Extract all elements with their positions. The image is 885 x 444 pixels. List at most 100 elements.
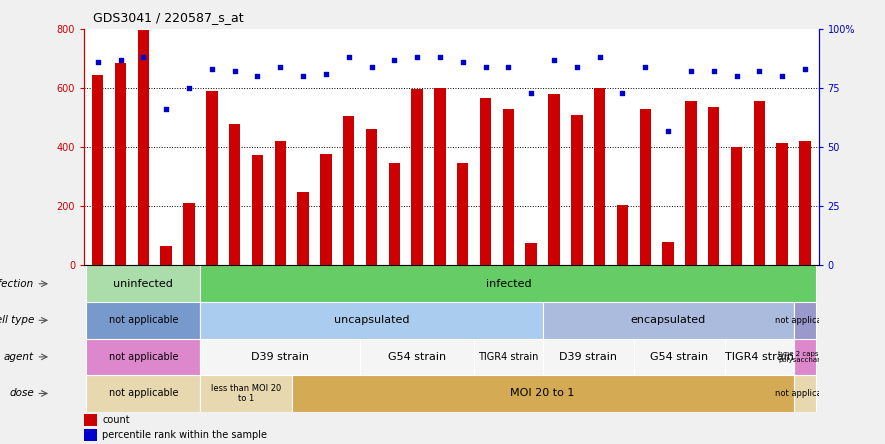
Point — [273, 63, 288, 70]
Bar — [549, 94, 559, 266]
Bar — [251, 155, 263, 266]
Bar — [343, 116, 354, 266]
Point — [433, 54, 447, 61]
Bar — [794, 375, 816, 412]
Text: percentile rank within the sample: percentile rank within the sample — [103, 430, 267, 440]
Point — [227, 68, 242, 75]
Text: dose: dose — [10, 388, 35, 398]
Text: less than MOI 20
to 1: less than MOI 20 to 1 — [211, 384, 281, 403]
Bar — [543, 339, 634, 375]
Bar — [200, 302, 543, 339]
Text: G54 strain: G54 strain — [650, 352, 709, 362]
Point — [388, 56, 402, 63]
Bar — [206, 91, 218, 266]
Text: not applicable: not applicable — [775, 316, 835, 325]
Bar — [115, 63, 127, 266]
Bar — [87, 375, 200, 412]
Text: type 2 capsular
polysaccharide: type 2 capsular polysaccharide — [778, 351, 832, 363]
Point — [684, 68, 698, 75]
Text: uninfected: uninfected — [113, 279, 173, 289]
Point — [250, 73, 265, 80]
Point — [456, 59, 470, 66]
Bar — [274, 141, 286, 266]
Bar — [435, 88, 446, 266]
Point — [570, 63, 584, 70]
Point — [798, 66, 812, 73]
Bar — [731, 147, 743, 266]
Point — [547, 56, 561, 63]
Bar — [708, 107, 720, 266]
Point — [204, 66, 219, 73]
Bar — [571, 115, 582, 266]
Text: not applicable: not applicable — [775, 389, 835, 398]
Bar — [457, 163, 468, 266]
Text: GDS3041 / 220587_s_at: GDS3041 / 220587_s_at — [93, 12, 243, 24]
Bar — [776, 143, 788, 266]
Bar — [84, 429, 97, 441]
Point — [342, 54, 356, 61]
Bar — [389, 163, 400, 266]
Bar — [160, 246, 172, 266]
Bar — [292, 375, 794, 412]
Point — [501, 63, 515, 70]
Bar — [480, 99, 491, 266]
Text: encapsulated: encapsulated — [630, 315, 705, 325]
Point — [136, 54, 150, 61]
Text: not applicable: not applicable — [109, 315, 178, 325]
Text: uncapsulated: uncapsulated — [334, 315, 409, 325]
Bar — [794, 302, 816, 339]
Text: D39 strain: D39 strain — [251, 352, 309, 362]
Text: G54 strain: G54 strain — [388, 352, 446, 362]
Text: not applicable: not applicable — [109, 388, 178, 398]
Point — [752, 68, 766, 75]
Text: agent: agent — [4, 352, 35, 362]
Bar — [200, 266, 816, 302]
Text: TIGR4 strain: TIGR4 strain — [478, 352, 539, 362]
Text: D39 strain: D39 strain — [559, 352, 617, 362]
Point — [615, 89, 629, 96]
Bar — [617, 205, 628, 266]
Bar — [543, 302, 794, 339]
Text: infection: infection — [0, 279, 35, 289]
Bar — [360, 339, 474, 375]
Text: MOI 20 to 1: MOI 20 to 1 — [511, 388, 574, 398]
Bar — [799, 141, 811, 266]
Bar — [725, 339, 794, 375]
Bar — [640, 109, 651, 266]
Bar — [183, 203, 195, 266]
Bar — [87, 302, 200, 339]
Bar — [366, 129, 377, 266]
Bar — [662, 242, 673, 266]
Point — [638, 63, 652, 70]
Bar — [87, 266, 200, 302]
Text: TIGR4 strain: TIGR4 strain — [725, 352, 794, 362]
Bar — [87, 339, 200, 375]
Bar — [503, 109, 514, 266]
Text: not applicable: not applicable — [109, 352, 178, 362]
Bar — [320, 154, 332, 266]
Point — [410, 54, 424, 61]
Bar — [594, 88, 605, 266]
Bar — [200, 339, 360, 375]
Bar — [412, 90, 423, 266]
Point — [729, 73, 743, 80]
Point — [775, 73, 789, 80]
Point — [319, 70, 333, 77]
Bar — [634, 339, 725, 375]
Text: cell type: cell type — [0, 315, 35, 325]
Bar — [138, 30, 149, 266]
Bar — [474, 339, 543, 375]
Text: infected: infected — [486, 279, 531, 289]
Point — [182, 84, 196, 91]
Point — [90, 59, 104, 66]
Point — [296, 73, 310, 80]
Bar — [754, 101, 765, 266]
Point — [159, 106, 173, 113]
Point — [706, 68, 720, 75]
Point — [661, 127, 675, 134]
Bar — [526, 243, 537, 266]
Bar — [685, 101, 696, 266]
Bar — [229, 123, 241, 266]
Point — [593, 54, 607, 61]
Point — [524, 89, 538, 96]
